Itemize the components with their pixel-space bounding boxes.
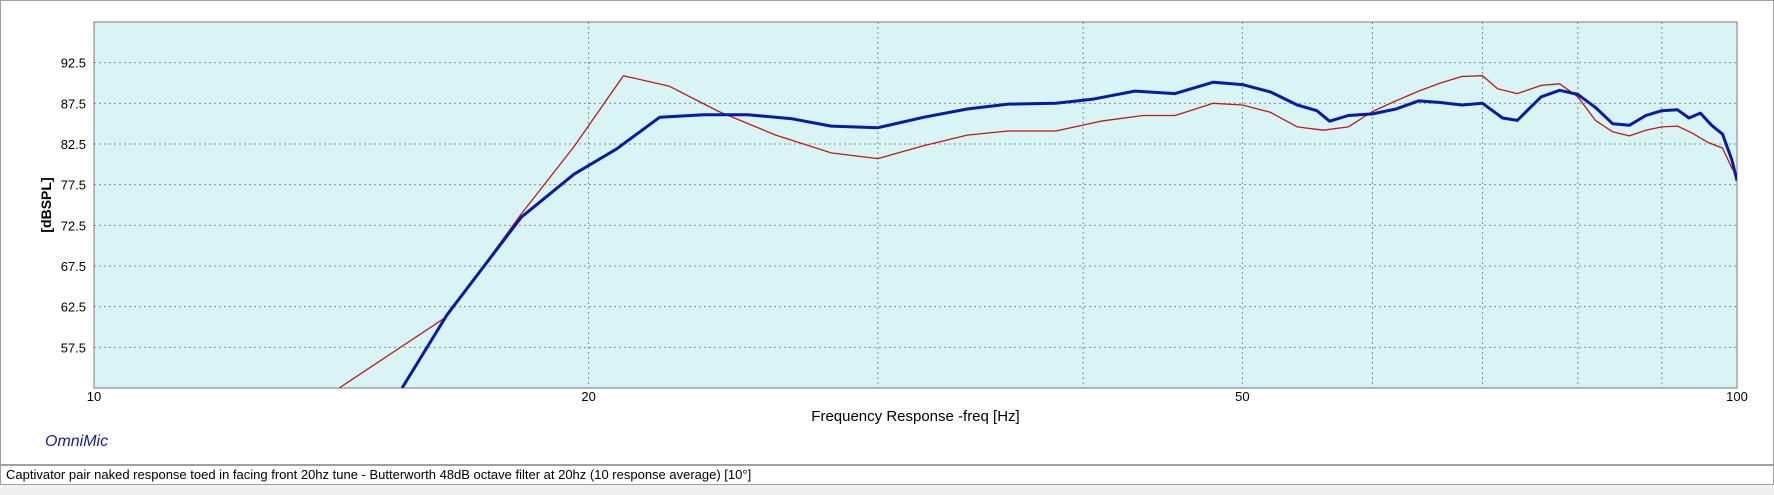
y-tick-label: 67.5	[61, 259, 86, 274]
y-axis-label: [dBSPL]	[38, 177, 54, 232]
x-axis-label: Frequency Response -freq [Hz]	[811, 408, 1019, 425]
x-tick-label: 100	[1726, 389, 1748, 404]
series-layer	[338, 75, 1737, 388]
x-tick-label: 10	[87, 389, 101, 404]
y-tick-label: 92.5	[61, 56, 86, 71]
blue-series-line	[400, 80, 1737, 388]
grid	[94, 22, 1737, 388]
y-tick-label: 87.5	[61, 96, 86, 111]
plot-area	[93, 21, 1738, 389]
x-tick-label: 50	[1235, 389, 1249, 404]
frequency-response-chart: 57.5 62.5 67.5 72.5 77.5 82.5 87.5 92.5 10 20 50 10…	[38, 21, 1748, 425]
chart-frame: 57.5 62.5 67.5 72.5 77.5 82.5 87.5 92.5 10 20 50 10…	[0, 0, 1774, 465]
y-tick-label: 77.5	[61, 178, 86, 193]
caption-bar: Captivator pair naked response toed in f…	[0, 465, 1774, 485]
y-tick-label: 62.5	[61, 300, 86, 315]
red-series-line	[338, 75, 1737, 388]
y-tick-label: 72.5	[61, 218, 86, 233]
tick-labels: 57.5 62.5 67.5 72.5 77.5 82.5 87.5 92.5 10 20 50 10…	[61, 56, 1748, 404]
brand-label: OmniMic	[45, 433, 109, 450]
x-tick-label: 20	[581, 389, 595, 404]
y-tick-label: 82.5	[61, 137, 86, 152]
y-tick-label: 57.5	[61, 340, 86, 355]
